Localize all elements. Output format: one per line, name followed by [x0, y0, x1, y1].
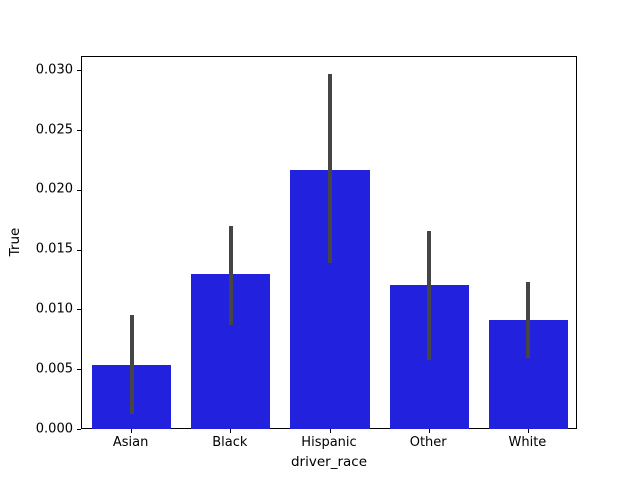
x-tick-label-hispanic: Hispanic [301, 434, 357, 450]
error-bar-black [228, 226, 233, 326]
y-tick-label: 0.010 [35, 301, 73, 317]
y-tick-label: 0.015 [35, 241, 73, 257]
x-tick-label-other: Other [409, 434, 447, 450]
y-tick-label: 0.030 [35, 62, 73, 78]
x-tick-mark [230, 428, 232, 433]
x-tick-label-white: White [508, 434, 547, 450]
y-tick-mark [77, 130, 81, 132]
y-tick-mark [77, 189, 81, 191]
y-tick-mark [77, 309, 81, 311]
y-tick-label: 0.020 [35, 181, 73, 197]
x-tick-mark [428, 428, 430, 433]
y-tick-mark [77, 70, 81, 72]
x-tick-mark [131, 428, 133, 433]
x-axis-label: driver_race [290, 454, 368, 470]
y-tick-mark [77, 369, 81, 371]
error-bar-hispanic [328, 74, 332, 264]
x-tick-mark [527, 428, 529, 433]
y-tick-mark [77, 249, 81, 251]
error-bar-asian [129, 314, 134, 414]
y-tick-label: 0.005 [35, 361, 73, 377]
y-tick-mark [77, 429, 81, 430]
x-tick-label-asian: Asian [112, 434, 149, 450]
y-tick-label: 0.000 [35, 421, 73, 436]
y-axis-label: True [7, 227, 23, 257]
x-tick-mark [329, 428, 331, 433]
error-bar-other [427, 231, 432, 361]
plot-area [77, 55, 577, 433]
error-bar-white [526, 282, 531, 358]
y-tick-label: 0.025 [35, 122, 73, 138]
x-tick-label-black: Black [212, 434, 248, 450]
